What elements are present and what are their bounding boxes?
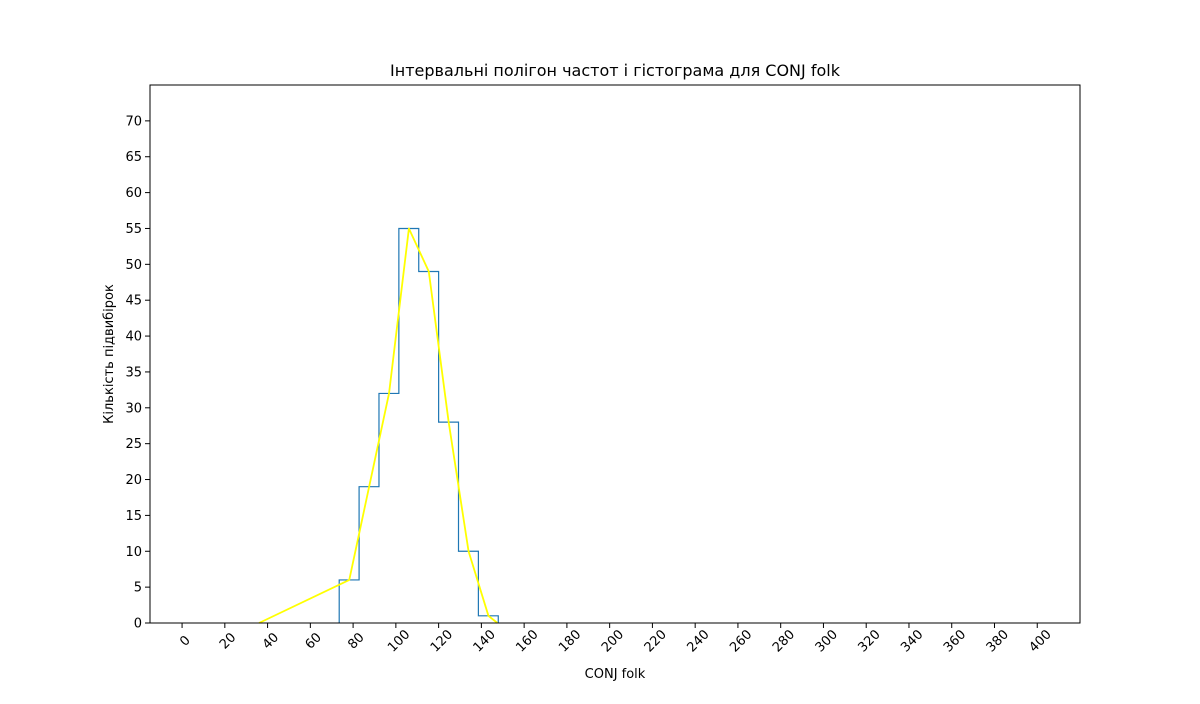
x-tick-label: 400 — [1027, 627, 1055, 655]
x-tick-label: 0 — [177, 633, 193, 649]
chart-title: Інтервальні полігон частот і гістограма … — [390, 61, 841, 80]
y-tick-label: 60 — [125, 186, 142, 201]
y-tick-label: 50 — [125, 258, 142, 273]
y-tick-label: 0 — [134, 617, 142, 632]
plot-frame — [149, 84, 1081, 624]
x-tick-label: 180 — [556, 627, 584, 655]
y-tick-label: 30 — [125, 401, 142, 416]
x-tick-label: 320 — [855, 627, 883, 655]
x-tick-label: 340 — [898, 627, 926, 655]
y-tick-label: 5 — [134, 581, 142, 596]
x-tick-label: 20 — [217, 630, 239, 652]
y-tick-label: 55 — [125, 222, 142, 237]
y-tick-label: 40 — [125, 330, 142, 345]
x-tick-label: 80 — [345, 630, 367, 652]
y-axis: 0 5 10 15 20 25 30 35 40 45 50 55 60 65 70 — [125, 114, 150, 632]
y-axis-label: Кількість підвибірок — [102, 284, 117, 424]
x-tick-label: 60 — [303, 630, 325, 652]
y-tick-label: 10 — [125, 545, 142, 560]
x-axis-label: CONJ folk — [585, 667, 646, 682]
y-tick-label: 35 — [125, 365, 142, 380]
x-tick-label: 200 — [599, 627, 627, 655]
x-tick-label: 240 — [684, 627, 712, 655]
x-tick-label: 360 — [941, 627, 969, 655]
x-tick-label: 220 — [642, 627, 670, 655]
x-tick-label: 260 — [727, 627, 755, 655]
plot-area — [149, 84, 1081, 624]
y-tick-label: 25 — [125, 437, 142, 452]
y-tick-label: 15 — [125, 509, 142, 524]
x-tick-label: 140 — [471, 627, 499, 655]
y-tick-label: 70 — [125, 114, 142, 129]
frequency-polygon-line — [258, 227, 498, 624]
x-tick-label: 300 — [813, 627, 841, 655]
x-tick-label: 160 — [513, 627, 541, 655]
x-tick-label: 380 — [984, 627, 1012, 655]
x-tick-label: 100 — [385, 627, 413, 655]
x-tick-label: 280 — [770, 627, 798, 655]
y-tick-label: 20 — [125, 473, 142, 488]
y-tick-label: 65 — [125, 150, 142, 165]
y-tick-label: 45 — [125, 294, 142, 309]
x-axis: 0 20 40 60 80 100 120 140 160 180 200 220 240 260 280 3… — [177, 623, 1055, 655]
x-tick-label: 40 — [260, 630, 282, 652]
histogram-outline — [338, 227, 499, 623]
x-tick-label: 120 — [428, 627, 456, 655]
